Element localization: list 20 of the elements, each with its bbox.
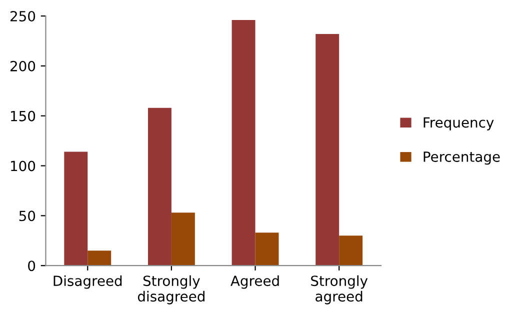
bar <box>339 236 363 266</box>
y-tick-label: 150 <box>11 110 36 122</box>
legend-label: Frequency <box>424 117 494 130</box>
bar <box>64 152 88 266</box>
x-tick-label: Strongly disagreed <box>138 275 204 304</box>
x-tick-label: Disagreed <box>54 275 122 289</box>
y-tick-label: 250 <box>10 10 36 22</box>
legend-label: Percentage <box>424 152 500 165</box>
x-tick-label: Strongly agreed <box>311 275 368 304</box>
bar <box>148 108 172 266</box>
y-tick-label: 200 <box>10 60 36 72</box>
y-tick-label: 100 <box>11 160 36 172</box>
bar <box>88 250 112 266</box>
bar <box>171 212 195 266</box>
bar <box>232 20 256 266</box>
bar <box>316 34 340 266</box>
bar <box>255 232 279 266</box>
y-tick-label: 0 <box>28 260 36 272</box>
x-tick-label: Agreed <box>230 275 279 289</box>
y-tick-label: 50 <box>19 210 36 222</box>
